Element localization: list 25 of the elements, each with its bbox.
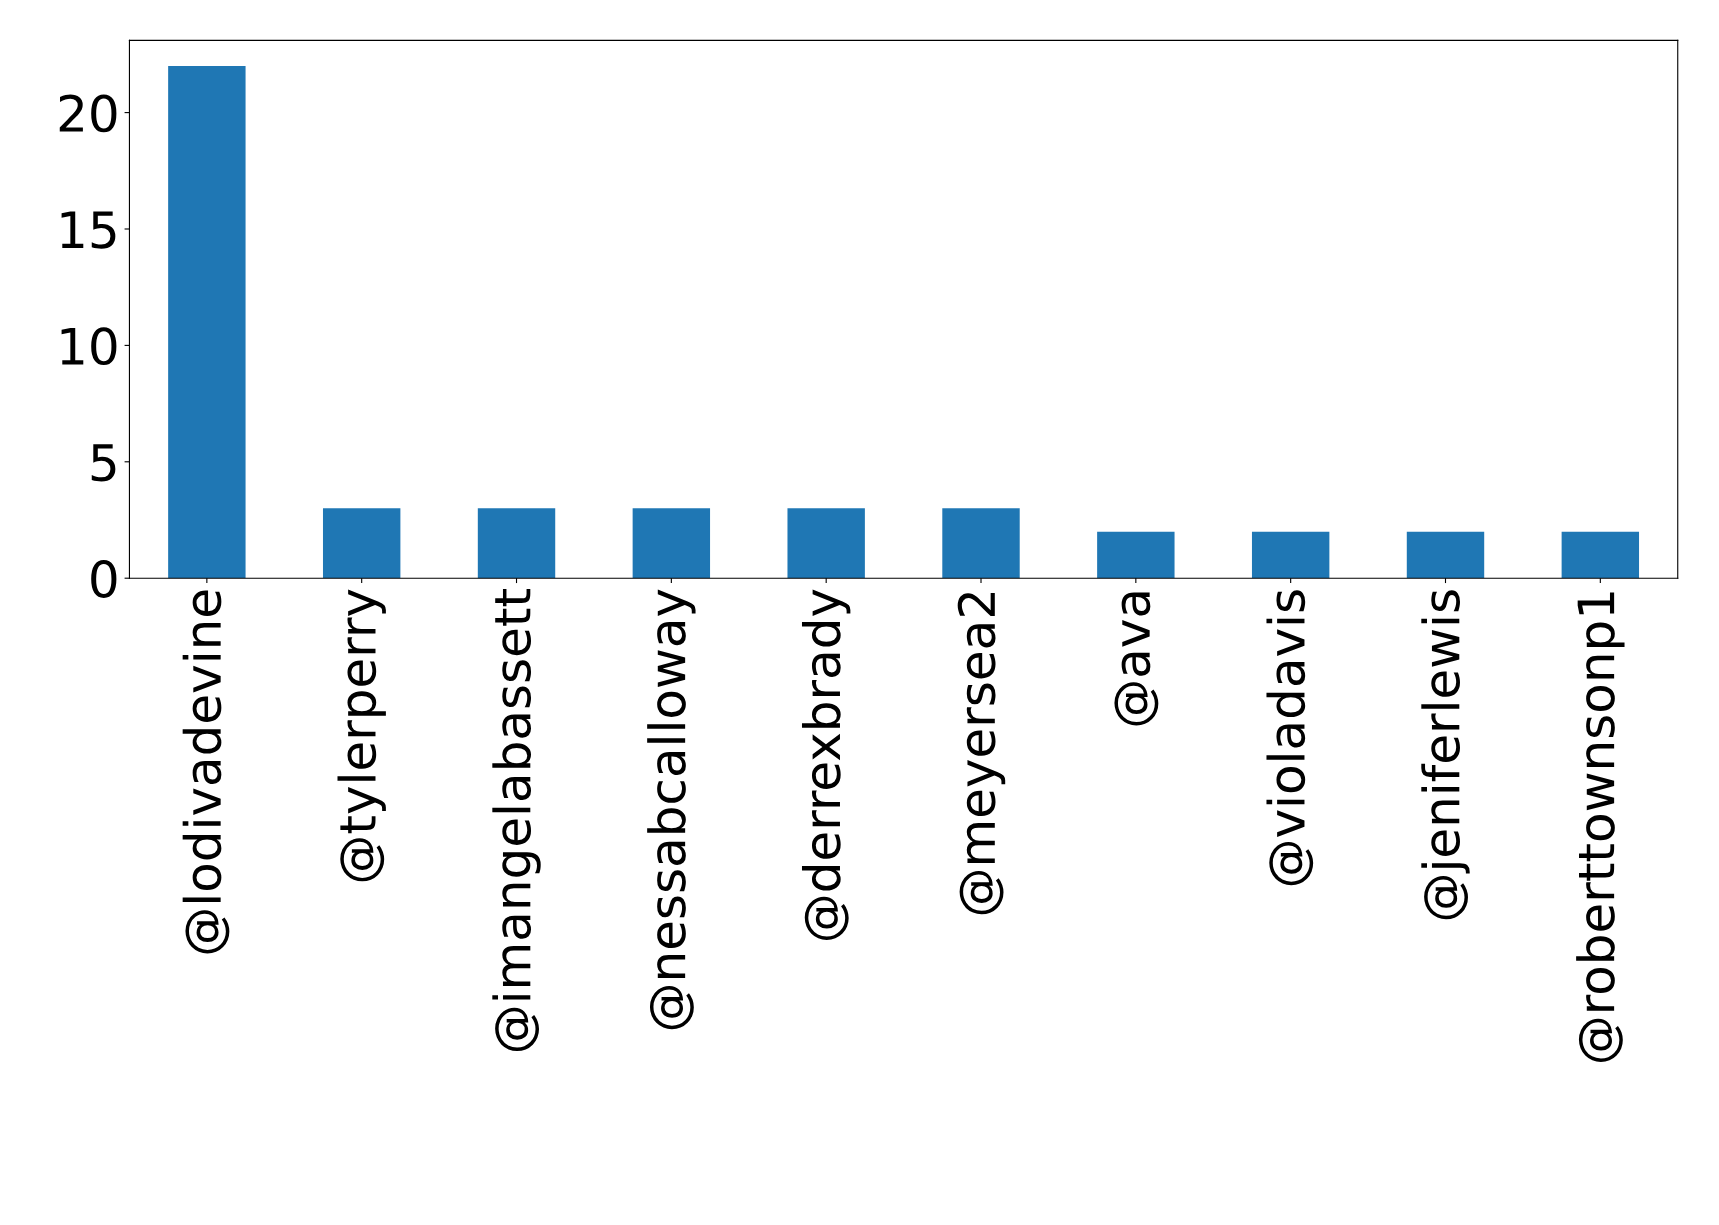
y-tick-label: 0 [91,560,117,598]
bar [942,508,1020,579]
x-tick-label: @jeniferlewis [1421,590,1470,920]
bar [322,508,401,579]
x-tick-label: @meyersea2 [957,592,1006,915]
x-tick-label: @ava [1114,592,1159,726]
y-tick-label: 15 [61,211,116,249]
bar [477,508,556,579]
bar [1251,531,1330,579]
x-tick-label: @violadavis [1266,590,1314,886]
bar [787,508,865,579]
bar [632,508,711,579]
x-tick-label: @derrexbrady [801,589,851,940]
bar [1561,531,1640,579]
y-tick-label: 10 [61,327,117,366]
bar [1097,531,1175,579]
x-tick-label: @tylerperry [337,589,386,882]
bar [1406,531,1485,579]
y-tick-label: 20 [59,94,117,133]
x-tick-label: @imangelabassett [492,589,541,1052]
y-tick-label: 5 [91,444,116,482]
bar [168,66,246,579]
x-tick-label: @roberttownsonp1 [1576,592,1625,1062]
x-tick-label: @lodivadevine [182,590,230,954]
x-tick-label: @nessabcalloway [647,589,696,1030]
